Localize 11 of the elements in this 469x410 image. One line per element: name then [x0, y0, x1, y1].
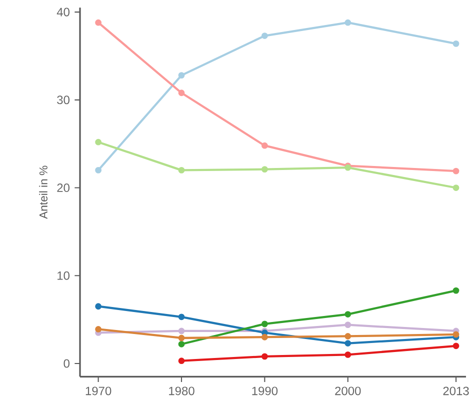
- x-tick-label: 1980: [169, 386, 194, 396]
- y-tick-label: 40: [56, 8, 70, 16]
- y-tick-label: 0: [64, 359, 70, 368]
- y-tick-label: 10: [58, 271, 70, 280]
- x-tick-label: 2000: [335, 386, 361, 396]
- x-tick-label: 2013: [443, 386, 469, 396]
- y-tick-label: 30: [57, 96, 70, 104]
- y-tick-label: 20: [57, 184, 70, 192]
- x-tick-label: 1970: [86, 386, 112, 396]
- y-axis-title: Anteil in %: [39, 166, 48, 219]
- x-tick-label: 1990: [252, 386, 278, 396]
